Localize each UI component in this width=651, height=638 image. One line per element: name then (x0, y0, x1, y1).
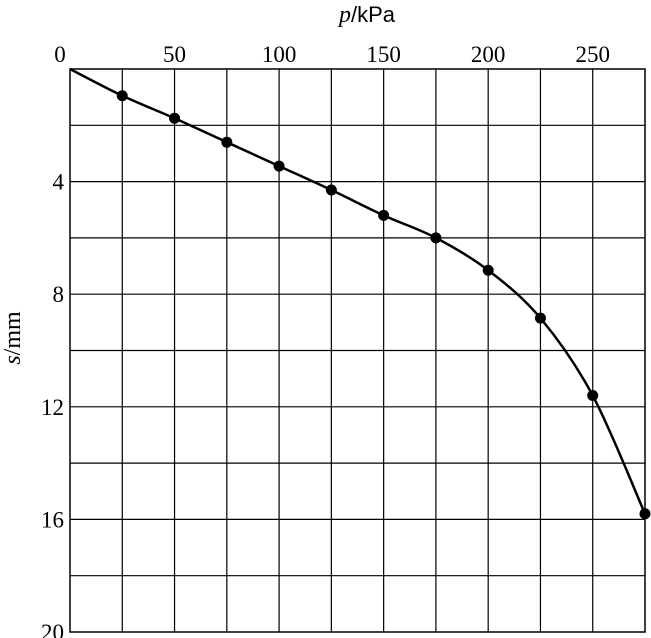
y-tick-label: 16 (41, 507, 64, 532)
data-point (430, 232, 442, 244)
plot-frame (69, 68, 646, 633)
fitted-curve (69, 67, 647, 515)
x-tick-label: 250 (575, 42, 610, 67)
x-tick-label: 200 (471, 42, 506, 67)
tick-labels: 0 50 100 150 200 250 4 8 12 16 20 (41, 42, 610, 638)
x-tick-label: 0 (54, 42, 66, 67)
data-point (378, 209, 390, 221)
y-tick-label: 4 (53, 170, 65, 195)
data-point (325, 184, 337, 196)
data-point (221, 136, 233, 148)
x-tick-label: 150 (366, 42, 401, 67)
x-axis-unit: /kPa (351, 2, 396, 27)
y-axis-unit: /mm (0, 311, 26, 355)
x-axis-label: p/kPa (337, 2, 396, 28)
x-axis-variable: p (337, 2, 351, 28)
y-axis-variable: s (0, 355, 26, 364)
data-point (169, 112, 181, 124)
y-tick-label: 8 (53, 282, 65, 307)
y-tick-label: 12 (41, 395, 64, 420)
data-point (534, 312, 546, 324)
x-tick-label: 100 (262, 42, 297, 67)
data-point (273, 160, 285, 172)
data-point (639, 508, 651, 520)
data-point (587, 390, 599, 402)
data-point (482, 264, 494, 276)
data-points (116, 90, 651, 520)
data-point (116, 90, 128, 102)
y-tick-label: 20 (41, 620, 64, 638)
x-tick-label: 50 (163, 42, 186, 67)
grid (70, 69, 645, 632)
y-axis-label: s/mm (0, 311, 26, 365)
